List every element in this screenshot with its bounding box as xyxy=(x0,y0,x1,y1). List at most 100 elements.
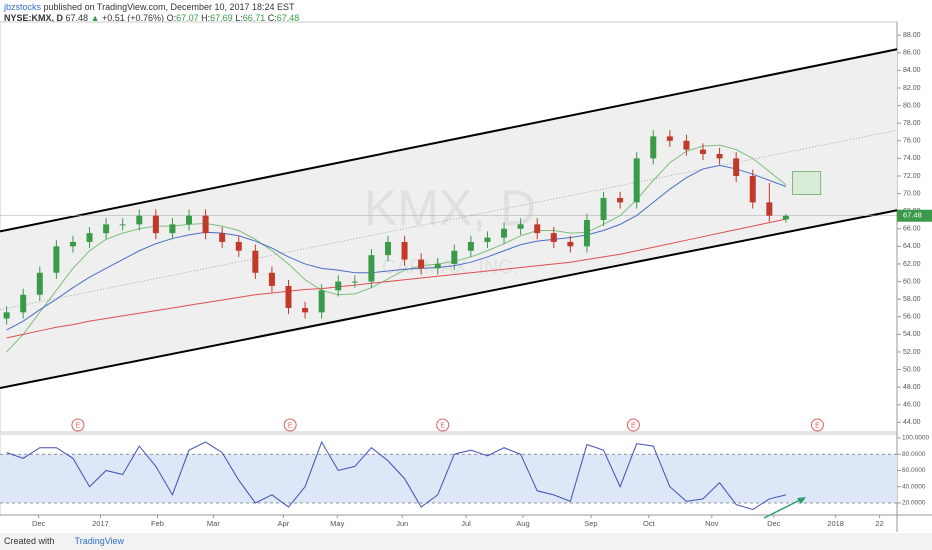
watermark: KMX, D xyxy=(364,180,536,236)
y-tick-label: 82.00 xyxy=(903,85,921,92)
x-tick-label: Aug xyxy=(516,519,529,528)
candle-body xyxy=(517,224,524,229)
candle-body xyxy=(20,294,27,313)
channel-line xyxy=(0,129,898,311)
x-tick-label: Sep xyxy=(584,519,597,528)
candle-body xyxy=(600,197,607,220)
x-tick-label: Jun xyxy=(396,519,408,528)
candle-body xyxy=(666,136,673,141)
y-tick-label: 54.00 xyxy=(903,331,921,338)
published: published on TradingView.com, December 1… xyxy=(43,2,295,12)
y-tick-label: 60.0000 xyxy=(902,467,926,474)
y-tick-label: 86.00 xyxy=(903,50,921,57)
x-tick-label: 22 xyxy=(875,519,883,528)
candle-body xyxy=(103,224,110,234)
channel-line xyxy=(0,209,898,389)
y-tick-label: 56.00 xyxy=(903,314,921,321)
candle-body xyxy=(136,215,143,225)
candle-body xyxy=(219,233,226,242)
y-tick-label: 100.0000 xyxy=(902,435,929,442)
x-tick-label: Dec xyxy=(32,519,46,528)
x-tick-label: Apr xyxy=(278,519,290,528)
y-tick-label: 88.00 xyxy=(903,32,921,39)
candle-body xyxy=(169,224,176,234)
earnings-label: E xyxy=(815,422,820,429)
candle-body xyxy=(368,255,375,282)
candle-body xyxy=(501,228,508,238)
earnings-label: E xyxy=(76,422,81,429)
watermark-sub: CARMAX, INC. xyxy=(382,256,519,278)
l-value: 66.71 xyxy=(242,13,266,23)
y-tick-label: 72.00 xyxy=(903,173,921,180)
candle-body xyxy=(152,215,159,234)
y-tick-label: 78.00 xyxy=(903,120,921,127)
up-arrow: ▲ xyxy=(90,13,100,23)
x-tick-label: 2017 xyxy=(92,519,109,528)
x-tick-label: 2018 xyxy=(827,519,844,528)
y-tick-label: 48.00 xyxy=(903,384,921,391)
x-tick-label: May xyxy=(330,519,344,528)
candle-body xyxy=(633,158,640,203)
candle-body xyxy=(351,281,358,283)
moving-average xyxy=(6,218,787,339)
candle-body xyxy=(700,149,707,154)
candle-body xyxy=(186,215,193,225)
x-tick-label: Dec xyxy=(767,519,781,528)
candle-body xyxy=(467,241,474,251)
candle-body xyxy=(434,263,441,269)
candle-body xyxy=(86,233,93,242)
y-tick-label: 58.00 xyxy=(903,296,921,303)
created: Created with xyxy=(4,536,55,546)
candle-body xyxy=(583,219,590,247)
header-line: NYSE:KMX, D 67.48 ▲ +0.51 (+0.76%) O:67.… xyxy=(4,13,299,24)
y-tick-label: 76.00 xyxy=(903,138,921,145)
y-tick-label: 64.00 xyxy=(903,243,921,250)
candle-body xyxy=(268,272,275,286)
candle-body xyxy=(733,158,740,176)
candle-body xyxy=(53,246,60,273)
header-line: jbzstocks published on TradingView.com, … xyxy=(4,2,299,13)
candle-body xyxy=(401,241,408,260)
candle-body xyxy=(650,136,657,159)
candle-body xyxy=(285,285,292,308)
last: 67.48 xyxy=(65,13,89,23)
h-value: 67.69 xyxy=(210,13,233,23)
candle-body xyxy=(318,290,325,313)
chart: KMX, D CARMAX, INC. 44.00 46.00 48.00 50.00 52… xyxy=(0,21,932,532)
brand[interactable]: TradingView xyxy=(74,536,125,546)
o-label: O: xyxy=(166,13,177,23)
earnings-marker xyxy=(71,418,85,432)
x-tick-label: Mar xyxy=(207,519,220,528)
earnings-marker xyxy=(810,418,824,432)
y-tick-label: 66.00 xyxy=(903,226,921,233)
candle-body xyxy=(484,237,491,242)
y-tick-label: 80.00 xyxy=(903,102,921,109)
y-tick-label: 46.00 xyxy=(903,402,921,409)
footer: Created with TradingView xyxy=(0,533,932,550)
c-label: C: xyxy=(267,13,277,23)
moving-average xyxy=(6,164,787,331)
l-label: L: xyxy=(235,13,243,23)
candle-body xyxy=(567,241,574,247)
y-tick-label: 84.00 xyxy=(903,67,921,74)
earnings-marker xyxy=(283,418,297,432)
y-tick-label: 74.00 xyxy=(903,155,921,162)
candle-body xyxy=(302,307,309,313)
candle-body xyxy=(550,233,557,242)
candle-body xyxy=(766,202,773,216)
price-tag-label: 67.48 xyxy=(903,211,922,220)
candle-body xyxy=(782,215,789,220)
earnings-marker xyxy=(626,418,640,432)
x-tick-label: Feb xyxy=(151,519,164,528)
y-tick-label: 80.0000 xyxy=(902,451,926,458)
earnings-label: E xyxy=(631,422,636,429)
candle-body xyxy=(384,241,391,256)
candle-body xyxy=(749,175,756,203)
candle-body xyxy=(617,197,624,203)
author[interactable]: jbzstocks xyxy=(4,2,42,12)
earnings-marker xyxy=(436,418,450,432)
x-tick-label: Oct xyxy=(643,519,656,528)
y-tick-label: 50.00 xyxy=(903,366,921,373)
symbol: NYSE:KMX, D xyxy=(4,13,64,23)
candle-body xyxy=(69,241,76,247)
